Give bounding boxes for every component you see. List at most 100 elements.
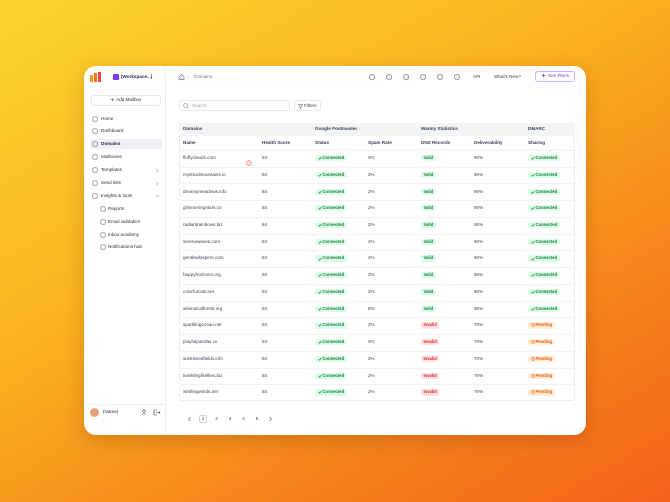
- badge-label: Connected: [322, 171, 345, 177]
- badge-label: Valid: [423, 238, 434, 244]
- status-badge: Pending: [528, 322, 555, 329]
- cell: 84: [262, 389, 268, 395]
- badge-label: Invalid: [423, 389, 437, 395]
- page-button[interactable]: 2: [215, 415, 218, 421]
- page-button[interactable]: 3: [228, 415, 232, 421]
- page-button[interactable]: 5: [255, 415, 259, 421]
- status-badge: Connected: [528, 155, 560, 162]
- status-badge: Invalid: [421, 339, 440, 346]
- status-badge: Valid: [421, 305, 436, 312]
- breadcrumb: Domains: [194, 74, 213, 79]
- status-badge: Valid: [421, 222, 436, 229]
- cell: 70%: [474, 372, 484, 378]
- cell: 2%: [368, 155, 375, 161]
- cell: 2%: [368, 322, 375, 328]
- see-plans-button[interactable]: See Plans: [535, 71, 575, 82]
- header-border: [179, 150, 575, 151]
- prev-page[interactable]: [187, 416, 192, 422]
- badge-label: Valid: [423, 155, 434, 161]
- top-link[interactable]: What's New?: [494, 74, 521, 79]
- icon: [100, 206, 106, 212]
- row-border: [179, 317, 575, 319]
- icon[interactable]: [386, 74, 392, 80]
- cell: 84: [262, 222, 268, 227]
- badge-label: Connected: [322, 288, 345, 294]
- subnav-item[interactable]: Inbox academy: [108, 231, 140, 237]
- filters-button[interactable]: Filters: [294, 100, 321, 111]
- workspace-name[interactable]: [Workspace...]: [121, 74, 153, 79]
- badge-label: Connected: [322, 305, 345, 311]
- search-box[interactable]: Search: [179, 100, 290, 111]
- add-mailbox-button[interactable]: + Add Mailbox: [91, 95, 161, 106]
- row-border: [179, 300, 575, 302]
- icon[interactable]: [369, 74, 375, 80]
- row-border: [179, 367, 575, 369]
- badge-label: Connected: [535, 205, 558, 211]
- cell: 2%: [368, 171, 375, 177]
- nav-item[interactable]: Templates: [101, 166, 122, 172]
- nav-item[interactable]: Dashboard: [101, 127, 124, 133]
- status-badge: Connected: [528, 255, 560, 262]
- page-button[interactable]: 1: [199, 415, 207, 423]
- badge-label: Invalid: [423, 372, 437, 378]
- next-page[interactable]: [268, 416, 273, 422]
- badge-label: Invalid: [423, 339, 437, 345]
- user-actions[interactable]: [141, 409, 161, 416]
- cell: 2%: [368, 339, 375, 345]
- icon[interactable]: [403, 74, 409, 80]
- icon: [100, 232, 106, 238]
- nav-item[interactable]: Home: [101, 115, 114, 121]
- cell: 2%: [368, 355, 375, 361]
- status-badge: Connected: [315, 188, 347, 195]
- icon: [92, 141, 98, 147]
- cell: 70%: [474, 389, 484, 395]
- group-header: Google Postmaster: [315, 126, 358, 131]
- status-badge: Invalid: [421, 389, 440, 396]
- badge-label: Connected: [535, 155, 558, 161]
- cell: 84: [262, 322, 268, 328]
- workspace-icon: [113, 74, 119, 80]
- group-header: DMARC: [528, 126, 546, 131]
- home-icon[interactable]: [178, 74, 185, 80]
- column-header: Health Score: [262, 140, 291, 145]
- table-group-header: [179, 123, 575, 136]
- status-badge: Valid: [421, 255, 436, 262]
- badge-label: Invalid: [423, 355, 437, 361]
- status-badge: Connected: [315, 339, 347, 346]
- cell: 90%: [474, 155, 484, 161]
- cell: 5%: [368, 305, 375, 311]
- icon[interactable]: [437, 74, 443, 80]
- cell: 84: [262, 255, 268, 261]
- subnav-item[interactable]: Reports: [108, 205, 125, 211]
- nav-chevron: [155, 168, 160, 175]
- column-header: Spam Rate: [368, 140, 392, 145]
- domain-name: mysticalmountains.io: [183, 171, 226, 177]
- icon[interactable]: [454, 74, 460, 80]
- cell: 84: [262, 188, 268, 194]
- badge-label: Valid: [423, 205, 434, 211]
- nav-item[interactable]: Seed lists: [101, 179, 121, 185]
- cell: 84: [262, 155, 268, 161]
- row-border: [179, 250, 575, 252]
- nav-item[interactable]: Mailboxes: [101, 153, 122, 159]
- badge-label: Pending: [535, 389, 553, 395]
- status-badge: Pending: [528, 372, 555, 379]
- nav-item[interactable]: Domains: [101, 140, 121, 146]
- nav-chevron: [155, 194, 160, 201]
- status-badge: Connected: [528, 205, 560, 212]
- page-button[interactable]: 4: [242, 415, 245, 421]
- badge-label: Connected: [535, 171, 558, 177]
- subnav-item[interactable]: Email validation: [108, 218, 141, 224]
- cell: 2%: [368, 272, 375, 278]
- warning-icon: [246, 154, 252, 170]
- status-badge: Connected: [315, 305, 347, 312]
- nav-item[interactable]: Insights & tools: [101, 192, 133, 198]
- top-link[interactable]: API: [473, 74, 481, 79]
- icon[interactable]: [420, 74, 426, 80]
- cell: 2%: [368, 255, 375, 261]
- cell: 90%: [474, 222, 484, 227]
- subnav-item[interactable]: Notifications hub: [108, 243, 142, 249]
- domain-name: sunkissedfields.info: [183, 355, 223, 361]
- cell: 2%: [368, 372, 375, 378]
- status-badge: Valid: [421, 288, 436, 296]
